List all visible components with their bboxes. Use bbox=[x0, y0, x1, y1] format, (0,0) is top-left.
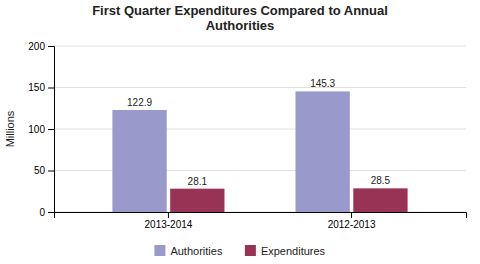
chart: First Quarter Expenditures Compared to A… bbox=[0, 0, 480, 264]
x-axis: 2013-2014 2012-2013 bbox=[55, 212, 467, 230]
tick-mark bbox=[48, 129, 54, 130]
data-label: 145.3 bbox=[310, 78, 335, 89]
legend-item: Authorities bbox=[154, 245, 222, 257]
legend-label: Expenditures bbox=[261, 245, 326, 257]
tick-mark bbox=[48, 46, 54, 47]
tick: 200 bbox=[28, 41, 54, 52]
tick-mark bbox=[168, 212, 169, 218]
tick: 100 bbox=[28, 124, 54, 135]
tick-label: 200 bbox=[28, 41, 45, 52]
data-label: 122.9 bbox=[127, 97, 152, 108]
tick-label: 0 bbox=[39, 207, 45, 218]
legend-item: Expenditures bbox=[245, 245, 326, 257]
grid-line bbox=[54, 46, 466, 47]
legend-swatch bbox=[245, 245, 256, 256]
tick-label: 150 bbox=[28, 82, 45, 93]
bars bbox=[112, 91, 407, 212]
tick: 150 bbox=[28, 82, 54, 93]
tick-mark bbox=[48, 88, 54, 89]
legend-label: Authorities bbox=[170, 245, 222, 257]
tick-label: 2013-2014 bbox=[145, 219, 193, 230]
legend: Authorities Expenditures bbox=[154, 245, 325, 257]
grid bbox=[54, 46, 466, 212]
bar bbox=[112, 110, 166, 212]
tick-label: 50 bbox=[34, 165, 46, 176]
tick-label: 100 bbox=[28, 124, 45, 135]
tick-mark bbox=[351, 212, 352, 218]
tick: 0 bbox=[39, 207, 54, 218]
tick-mark bbox=[48, 171, 54, 172]
bar bbox=[296, 91, 350, 212]
tick: 2012-2013 bbox=[328, 212, 376, 230]
bar bbox=[170, 189, 224, 212]
plot: 122.9145.328.128.50501001502002013-20142… bbox=[28, 41, 466, 230]
y-axis-label: Millions bbox=[4, 110, 16, 147]
tick-label: 2012-2013 bbox=[328, 219, 376, 230]
data-label: 28.1 bbox=[188, 176, 208, 187]
title: First Quarter Expenditures Compared to A… bbox=[92, 3, 388, 33]
grid-line bbox=[54, 87, 466, 88]
tick: 50 bbox=[34, 165, 54, 176]
tick: 2013-2014 bbox=[145, 212, 193, 230]
data-label: 28.5 bbox=[371, 175, 391, 186]
axis-line bbox=[55, 213, 467, 219]
title-line: Authorities bbox=[206, 18, 275, 33]
y-axis: 0 50 100 150 200 bbox=[28, 41, 54, 218]
title-line: First Quarter Expenditures Compared to A… bbox=[92, 3, 388, 18]
axis-line bbox=[48, 47, 55, 213]
data-labels: 122.9 145.3 28.1 28.5 bbox=[127, 78, 391, 186]
legend-swatch bbox=[154, 245, 165, 256]
bar bbox=[353, 188, 407, 212]
tick-mark bbox=[48, 212, 54, 213]
